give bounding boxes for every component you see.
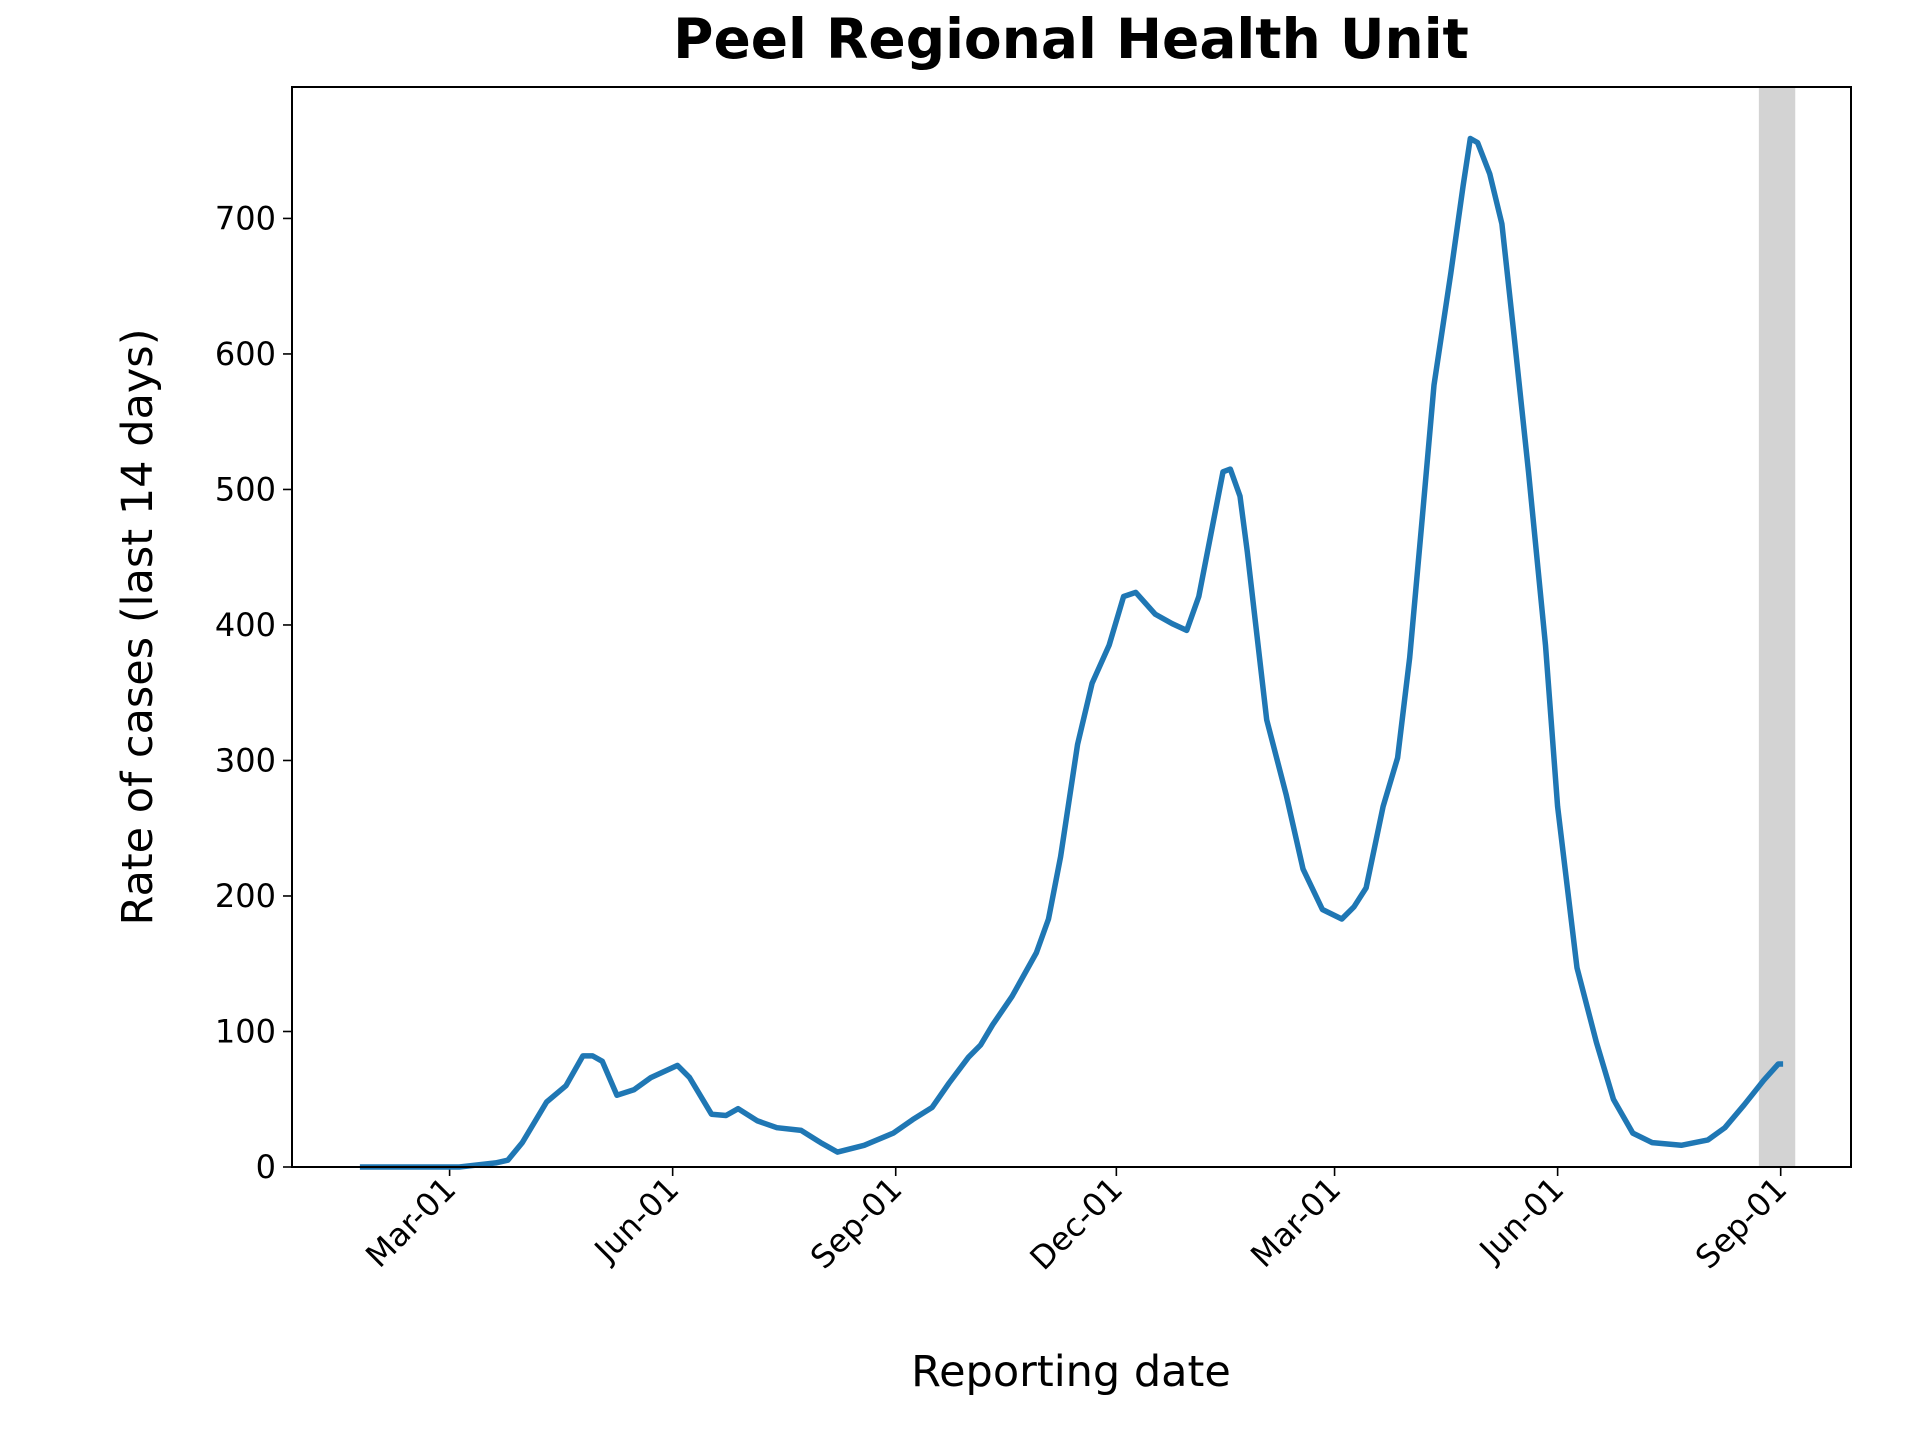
y-tick-label: 200 xyxy=(215,877,276,915)
y-tick-label: 300 xyxy=(215,741,276,779)
plot-frame xyxy=(291,86,1852,1168)
y-tick-label: 400 xyxy=(215,606,276,644)
x-tick-label: Mar-01 xyxy=(1243,1170,1348,1275)
x-tick-label: Sep-01 xyxy=(1688,1170,1794,1276)
x-tick-label: Dec-01 xyxy=(1022,1170,1130,1278)
y-tick-label: 0 xyxy=(256,1148,276,1186)
x-tick-label: Jun-01 xyxy=(1471,1170,1572,1271)
data-line xyxy=(359,135,1784,1170)
shaded-span xyxy=(1758,87,1796,1167)
y-axis-label: Rate of cases (last 14 days) xyxy=(113,329,163,926)
x-tick-label: Jun-01 xyxy=(586,1170,687,1271)
x-axis-label: Reporting date xyxy=(911,1347,1231,1397)
y-tick-label: 500 xyxy=(215,470,276,508)
chart-title: Peel Regional Health Unit xyxy=(673,7,1469,71)
x-tick-label: Sep-01 xyxy=(803,1170,909,1276)
y-tick-label: 700 xyxy=(215,199,276,237)
y-tick-label: 100 xyxy=(215,1012,276,1050)
x-tick-label: Mar-01 xyxy=(358,1170,463,1275)
y-tick-label: 600 xyxy=(215,335,276,373)
